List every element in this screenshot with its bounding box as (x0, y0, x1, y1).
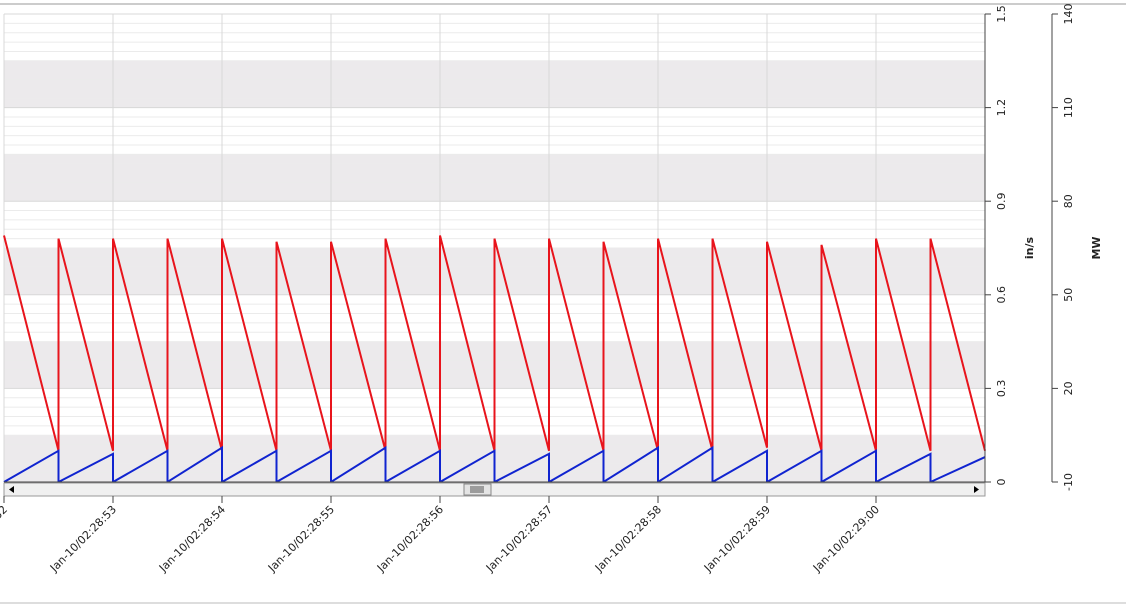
y-tick-label: 1.5 (995, 5, 1008, 23)
y2-tick-label: 50 (1062, 288, 1075, 302)
y2-axis-title: MW (1090, 236, 1103, 259)
scroll-grip (470, 486, 484, 493)
series-line (3, 235, 986, 452)
y2-tick-label: 140 (1062, 4, 1075, 25)
scrollbar[interactable] (3, 482, 986, 497)
band (4, 60, 985, 108)
scroll-track[interactable] (3, 482, 986, 497)
y-axis-title: in/s (1023, 236, 1036, 259)
y2-tick-label: -10 (1062, 473, 1075, 491)
y2-tick-label: 80 (1062, 194, 1075, 208)
x-tick-label: Jan-10/02:28:59 (701, 503, 773, 575)
y-tick-label: 0 (995, 479, 1008, 486)
scroll-right[interactable] (974, 486, 979, 493)
y-tick-label: 0.3 (995, 380, 1008, 398)
x-tick-label: Jan-10/02:28:53 (47, 503, 119, 575)
y-tick-label: 0.9 (995, 192, 1008, 210)
x-tick-label: Jan-10/02:28:55 (265, 503, 337, 575)
y2-tick-label: 110 (1062, 97, 1075, 118)
x-tick-label: Jan-10/02:28:52 (0, 503, 10, 575)
y2-tick-label: 20 (1062, 381, 1075, 395)
x-tick-label: Jan-10/02:28:57 (483, 503, 555, 575)
scroll-left[interactable] (9, 486, 14, 493)
band (4, 154, 985, 202)
plot-area (3, 13, 986, 484)
series-line (3, 445, 986, 484)
x-tick-label: Jan-10/02:28:54 (156, 503, 228, 575)
x-tick-label: Jan-10/02:28:58 (592, 503, 664, 575)
y-tick-label: 0.6 (995, 286, 1008, 304)
x-tick-label: Jan-10/02:29:00 (810, 503, 882, 575)
x-tick-label: Jan-10/02:28:56 (374, 503, 446, 575)
y-tick-label: 1.2 (995, 99, 1008, 117)
